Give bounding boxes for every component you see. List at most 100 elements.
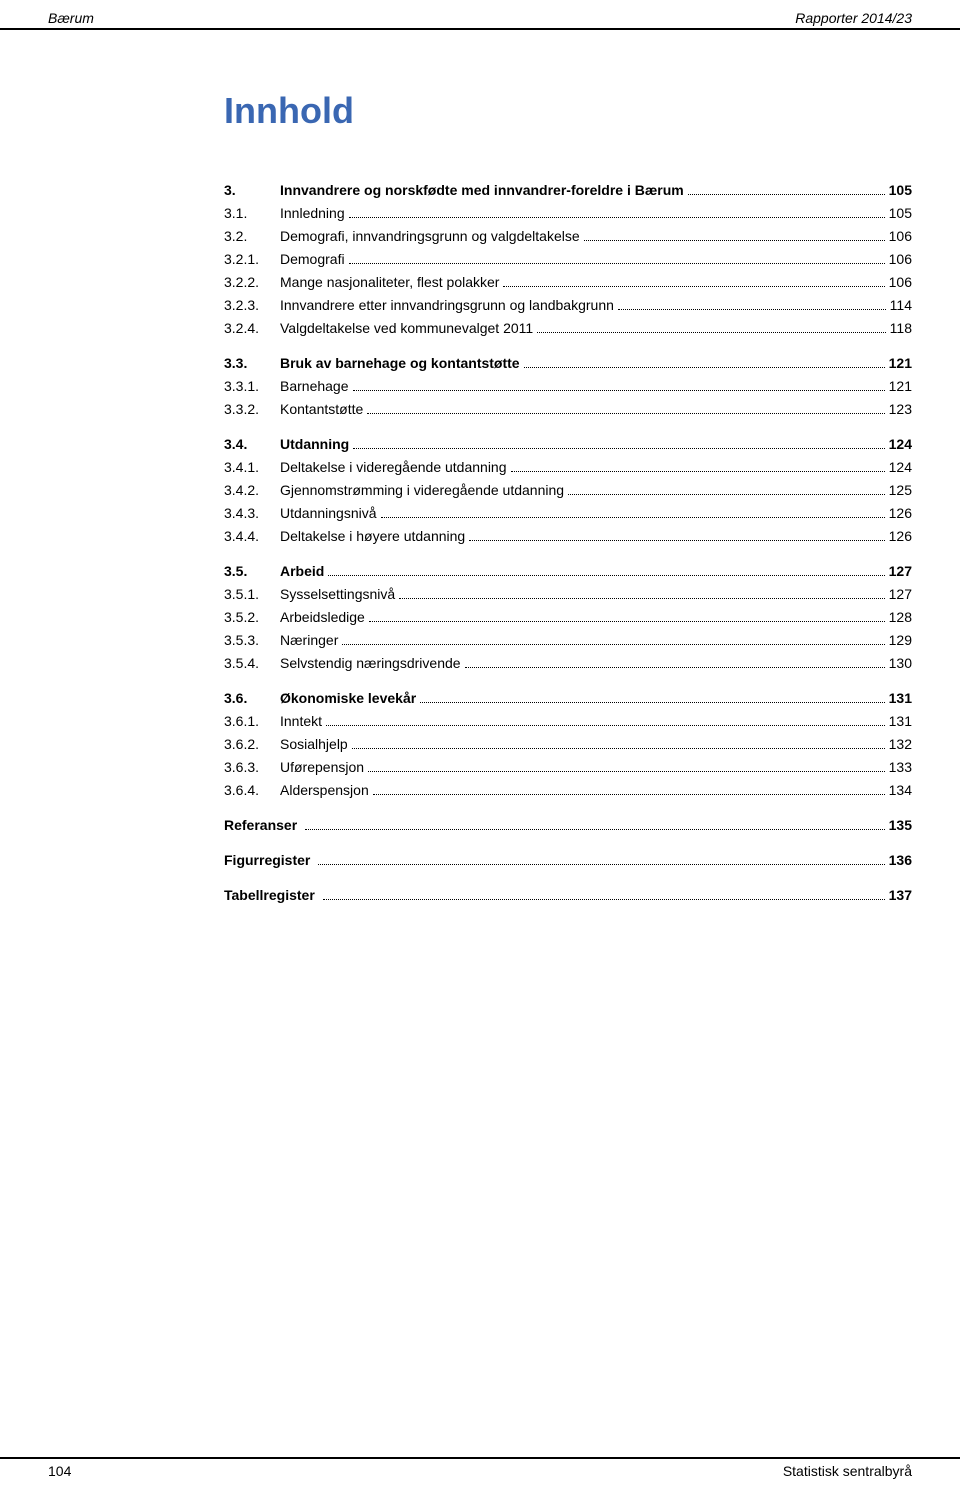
toc-page: 135 xyxy=(889,815,912,836)
toc-number: 3.2.2. xyxy=(224,272,280,293)
toc-row: Figurregister 136 xyxy=(224,850,912,871)
toc-page: 131 xyxy=(889,688,912,709)
toc-page: 127 xyxy=(889,584,912,605)
page-header: Bærum Rapporter 2014/23 xyxy=(0,10,960,30)
toc-number: Referanser xyxy=(224,815,301,836)
toc-label: Utdanningsnivå xyxy=(280,503,377,524)
toc-label: Økonomiske levekår xyxy=(280,688,416,709)
toc-number: 3.3.1. xyxy=(224,376,280,397)
toc-dot-leader xyxy=(367,413,884,414)
toc-page: 136 xyxy=(889,850,912,871)
toc-dot-leader xyxy=(328,575,884,576)
toc-number: 3.6.4. xyxy=(224,780,280,801)
toc-label: Sosialhjelp xyxy=(280,734,348,755)
toc-page: 129 xyxy=(889,630,912,651)
toc-label: Alderspensjon xyxy=(280,780,369,801)
toc-dot-leader xyxy=(465,667,885,668)
toc-dot-leader xyxy=(352,748,885,749)
toc-number: 3.4.1. xyxy=(224,457,280,478)
toc-page: 123 xyxy=(889,399,912,420)
toc-row: 3.6.3.Uførepensjon133 xyxy=(224,757,912,778)
toc-label: Inntekt xyxy=(280,711,322,732)
toc-label: Demografi, innvandringsgrunn og valgdelt… xyxy=(280,226,580,247)
toc-page: 114 xyxy=(890,295,912,316)
toc-label: Næringer xyxy=(280,630,338,651)
toc-number: 3.6.1. xyxy=(224,711,280,732)
toc-dot-leader xyxy=(349,217,885,218)
toc-row: 3.6.2.Sosialhjelp132 xyxy=(224,734,912,755)
toc-row: 3.Innvandrere og norskfødte med innvandr… xyxy=(224,180,912,201)
toc-dot-leader xyxy=(381,517,885,518)
toc-label: Arbeidsledige xyxy=(280,607,365,628)
toc-page: 133 xyxy=(889,757,912,778)
toc-row: 3.3.2.Kontantstøtte123 xyxy=(224,399,912,420)
footer-page-number: 104 xyxy=(48,1463,71,1479)
toc-row: 3.4.Utdanning124 xyxy=(224,434,912,455)
toc-row: 3.1.Innledning 105 xyxy=(224,203,912,224)
toc-row: 3.4.4.Deltakelse i høyere utdanning 126 xyxy=(224,526,912,547)
toc-dot-leader xyxy=(618,309,886,310)
toc-page: 131 xyxy=(889,711,912,732)
toc-page: 128 xyxy=(889,607,912,628)
toc-row: 3.4.2.Gjennomstrømming i videregående ut… xyxy=(224,480,912,501)
toc-number: 3.3. xyxy=(224,353,280,374)
toc-page: 134 xyxy=(889,780,912,801)
toc-row: 3.2.3.Innvandrere etter innvandringsgrun… xyxy=(224,295,912,316)
toc-label: Bruk av barnehage og kontantstøtte xyxy=(280,353,520,374)
toc-page: 118 xyxy=(890,318,912,339)
toc-number: Figurregister xyxy=(224,850,314,871)
toc-row: 3.4.3.Utdanningsnivå 126 xyxy=(224,503,912,524)
content-area: Innhold 3.Innvandrere og norskfødte med … xyxy=(224,90,912,908)
toc-page: 137 xyxy=(889,885,912,906)
toc-row: 3.3.Bruk av barnehage og kontantstøtte12… xyxy=(224,353,912,374)
toc-row: 3.6.Økonomiske levekår131 xyxy=(224,688,912,709)
toc-number: 3.2.4. xyxy=(224,318,280,339)
toc-page: 130 xyxy=(889,653,912,674)
toc-label: Innledning xyxy=(280,203,345,224)
toc-page: 105 xyxy=(889,203,912,224)
toc-dot-leader xyxy=(323,899,885,900)
toc-page: 106 xyxy=(889,226,912,247)
toc-label: Gjennomstrømming i videregående utdannin… xyxy=(280,480,564,501)
toc-page: 124 xyxy=(889,457,912,478)
toc-row: Referanser 135 xyxy=(224,815,912,836)
toc-row: 3.2.1.Demografi106 xyxy=(224,249,912,270)
toc-label: Selvstendig næringsdrivende xyxy=(280,653,461,674)
toc-number: 3.4.2. xyxy=(224,480,280,501)
toc-dot-leader xyxy=(326,725,885,726)
toc-number: 3.5. xyxy=(224,561,280,582)
toc-number: 3.4.3. xyxy=(224,503,280,524)
toc-label: Innvandrere og norskfødte med innvandrer… xyxy=(280,180,684,201)
toc-dot-leader xyxy=(342,644,884,645)
toc-label: Deltakelse i høyere utdanning xyxy=(280,526,465,547)
footer-publisher: Statistisk sentralbyrå xyxy=(783,1463,912,1479)
toc-number: 3.4.4. xyxy=(224,526,280,547)
toc-row: 3.5.1.Sysselsettingsnivå127 xyxy=(224,584,912,605)
toc-dot-leader xyxy=(399,598,884,599)
toc-page: 106 xyxy=(889,249,912,270)
table-of-contents: 3.Innvandrere og norskfødte med innvandr… xyxy=(224,180,912,906)
toc-row: 3.5.Arbeid127 xyxy=(224,561,912,582)
toc-page: 121 xyxy=(889,376,912,397)
toc-label: Utdanning xyxy=(280,434,349,455)
toc-page: 106 xyxy=(889,272,912,293)
toc-label: Kontantstøtte xyxy=(280,399,363,420)
toc-number: 3.5.3. xyxy=(224,630,280,651)
toc-label: Valgdeltakelse ved kommunevalget 2011 xyxy=(280,318,533,339)
toc-dot-leader xyxy=(353,390,885,391)
header-left: Bærum xyxy=(48,10,94,26)
toc-page: 126 xyxy=(889,503,912,524)
toc-dot-leader xyxy=(420,702,884,703)
toc-row: 3.5.4.Selvstendig næringsdrivende130 xyxy=(224,653,912,674)
toc-row: 3.5.2.Arbeidsledige128 xyxy=(224,607,912,628)
toc-label: Arbeid xyxy=(280,561,324,582)
toc-number: 3.6.3. xyxy=(224,757,280,778)
toc-page: 125 xyxy=(889,480,912,501)
toc-page: 126 xyxy=(889,526,912,547)
toc-number: 3.1. xyxy=(224,203,280,224)
toc-page: 132 xyxy=(889,734,912,755)
toc-number: Tabellregister xyxy=(224,885,319,906)
toc-row: 3.2.Demografi, innvandringsgrunn og valg… xyxy=(224,226,912,247)
toc-dot-leader xyxy=(469,540,884,541)
toc-row: 3.4.1.Deltakelse i videregående utdannin… xyxy=(224,457,912,478)
